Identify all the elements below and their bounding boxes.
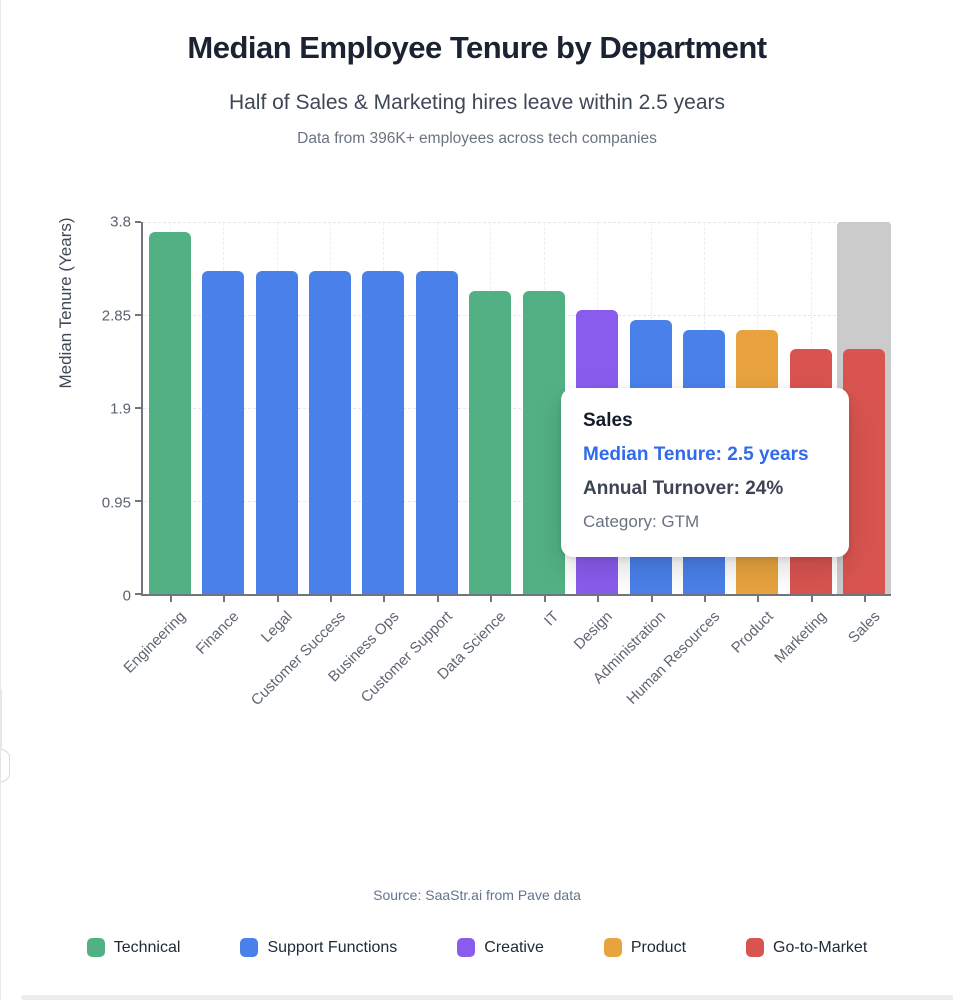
legend-item-technical[interactable]: Technical xyxy=(86,938,181,957)
y-tick-label: 0 xyxy=(122,587,131,605)
gridline xyxy=(143,222,891,223)
y-tick-mark xyxy=(135,221,141,223)
bar-slot-it: IT xyxy=(517,222,570,629)
panel-drag-handle[interactable] xyxy=(1,749,10,782)
x-tick-mark xyxy=(490,596,493,602)
x-label-customer-success: Customer Success xyxy=(247,608,350,710)
legend-label: Go-to-Market xyxy=(773,938,868,956)
x-label-legal: Legal xyxy=(257,608,296,646)
legend-item-support-functions[interactable]: Support Functions xyxy=(240,938,397,957)
x-tick-mark xyxy=(383,596,386,602)
bar-slot-data-science: Data Science xyxy=(434,222,517,683)
bar-customer-support[interactable] xyxy=(415,270,458,594)
legend-label: Product xyxy=(630,938,687,956)
y-axis-labels: 0 0.95 1.9 2.85 3.8 xyxy=(59,214,131,605)
x-label-finance: Finance xyxy=(192,608,243,658)
go-to-market-swatch-icon xyxy=(746,938,765,957)
bar-sales[interactable] xyxy=(843,349,886,594)
chart-note: Data from 396K+ employees across tech co… xyxy=(297,130,657,147)
x-tick-mark xyxy=(276,596,279,602)
bar-slot-business-ops: Business Ops xyxy=(325,222,410,685)
legend-item-go-to-market[interactable]: Go-to-Market xyxy=(746,938,867,957)
bar-it[interactable] xyxy=(522,290,565,594)
tooltip-category: Category: GTM xyxy=(583,512,700,531)
legend: Technical Support Functions Creative Pro… xyxy=(1,938,953,957)
x-tick-mark xyxy=(436,596,439,602)
x-tick-mark xyxy=(810,596,813,602)
legend-item-product[interactable]: Product xyxy=(603,938,687,957)
tooltip-title: Sales xyxy=(583,410,633,431)
page-title: Median Employee Tenure by Department xyxy=(187,30,767,65)
legend-item-creative[interactable]: Creative xyxy=(457,938,544,957)
tooltip-median-tenure: Median Tenure: 2.5 years xyxy=(583,444,809,465)
product-swatch-icon xyxy=(603,938,622,957)
legend-label: Technical xyxy=(113,938,181,956)
x-tick-mark xyxy=(223,596,226,602)
bar-slot-finance: Finance xyxy=(192,222,249,658)
bar-data-science[interactable] xyxy=(469,290,512,594)
y-tick-label: 1.9 xyxy=(110,400,131,418)
x-label-marketing: Marketing xyxy=(771,608,830,667)
y-tick-mark xyxy=(135,407,141,409)
x-label-sales: Sales xyxy=(844,608,884,647)
bar-slot-customer-success: Customer Success xyxy=(248,222,356,709)
x-label-design: Design xyxy=(571,608,617,654)
bar-business-ops[interactable] xyxy=(362,270,405,594)
gridline xyxy=(143,315,891,316)
source-caption: Source: SaaStr.ai from Pave data xyxy=(373,887,581,903)
gridline xyxy=(143,408,891,409)
x-tick-mark xyxy=(703,596,706,602)
legend-label: Support Functions xyxy=(267,938,398,956)
bar-slot-legal: Legal xyxy=(250,222,303,646)
x-tick-mark xyxy=(169,596,172,602)
tooltip: Sales Median Tenure: 2.5 years Annual Tu… xyxy=(561,388,849,557)
y-tick-mark xyxy=(135,500,141,502)
chart-subtitle: Half of Sales & Marketing hires leave wi… xyxy=(228,91,726,114)
x-tick-mark xyxy=(650,596,653,602)
bar-engineering[interactable] xyxy=(148,231,191,594)
x-label-engineering: Engineering xyxy=(120,608,189,677)
y-tick-label: 0.95 xyxy=(101,494,131,511)
x-tick-mark xyxy=(864,596,867,602)
x-label-product: Product xyxy=(727,608,777,657)
bar-slot-customer-support: Customer Support xyxy=(358,222,463,706)
bar-slot-engineering: Engineering xyxy=(120,222,196,677)
tooltip-annual-turnover: Annual Turnover: 24% xyxy=(583,478,784,499)
bottom-scrollbar-track[interactable] xyxy=(21,995,953,1000)
y-tick-mark xyxy=(135,593,141,595)
x-tick-mark xyxy=(757,596,760,602)
x-label-human-resources: Human Resources xyxy=(623,608,723,708)
left-edge-divider xyxy=(1,690,2,750)
bar-customer-success[interactable] xyxy=(308,270,351,594)
x-label-customer-support: Customer Support xyxy=(357,608,456,707)
y-tick-mark xyxy=(135,314,141,316)
x-tick-mark xyxy=(329,596,332,602)
bar-finance[interactable] xyxy=(202,270,245,594)
support-functions-swatch-icon xyxy=(240,938,259,957)
y-tick-label: 3.8 xyxy=(110,213,131,231)
x-tick-mark xyxy=(597,596,600,602)
legend-label: Creative xyxy=(484,938,544,956)
gridline xyxy=(143,501,891,502)
technical-swatch-icon xyxy=(86,938,105,957)
x-label-it: IT xyxy=(541,608,563,630)
creative-swatch-icon xyxy=(457,938,476,957)
bar-legal[interactable] xyxy=(255,270,298,594)
y-tick-label: 2.85 xyxy=(101,307,131,324)
x-tick-mark xyxy=(543,596,546,602)
